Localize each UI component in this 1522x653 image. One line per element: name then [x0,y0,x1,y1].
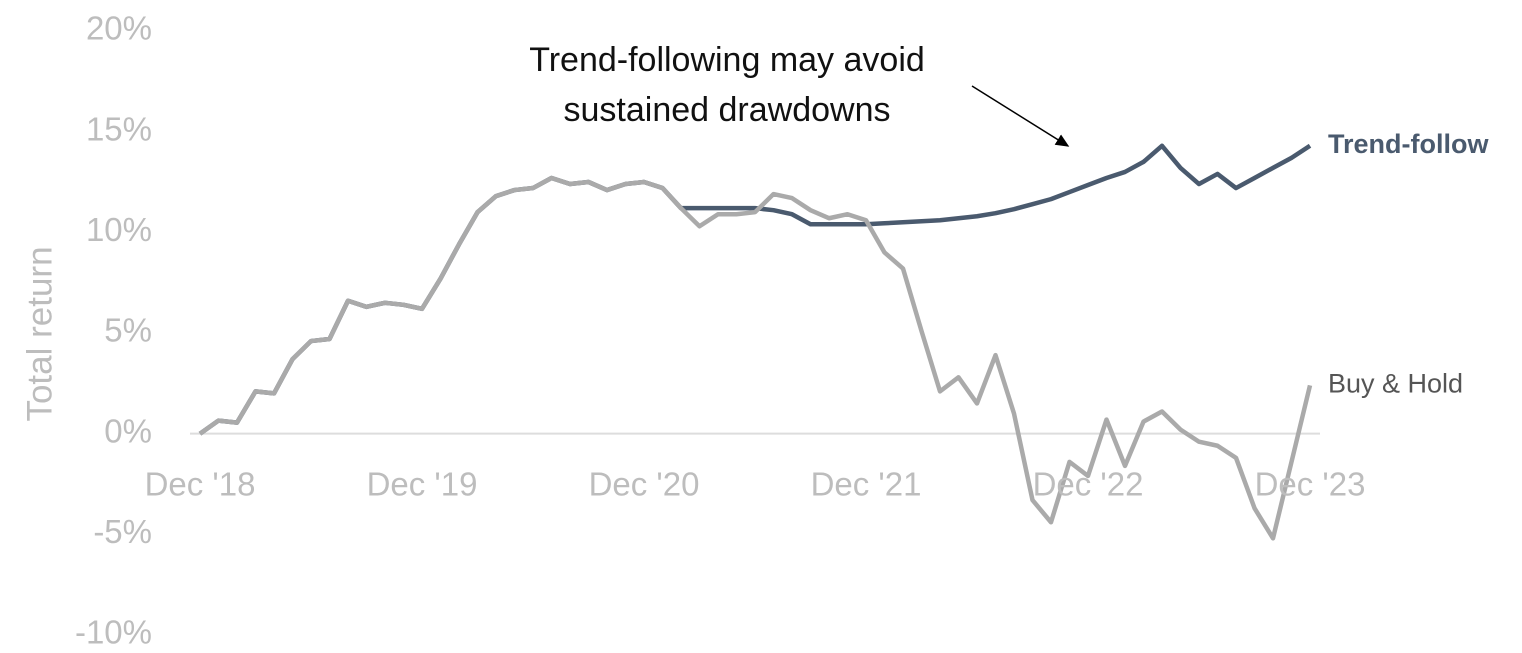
y-axis-title: Total return [20,246,59,421]
x-tick-label: Dec '23 [1255,466,1366,503]
y-tick-label: 20% [86,10,152,47]
x-tick-label: Dec '18 [145,466,256,503]
line-series [198,143,1312,436]
y-tick-label: -5% [93,513,152,550]
annotation: sustained drawdowns [564,91,891,129]
annotation: Trend-following may avoid [529,41,925,79]
x-tick-label: Dec '19 [367,466,478,503]
x-tick-label: Dec '21 [811,466,922,503]
series-label: Trend-follow [1328,129,1489,159]
series-label: Buy & Hold [1328,368,1463,398]
y-tick-label: 5% [104,312,152,349]
y-tick-label: 0% [104,412,152,449]
annotation-arrow [971,85,1070,147]
y-tick-label: -10% [75,614,152,651]
y-tick-label: 15% [86,110,152,147]
line-series [198,175,1313,541]
y-tick-label: 10% [86,211,152,248]
x-tick-label: Dec '20 [589,466,700,503]
x-tick-label: Dec '22 [1033,466,1144,503]
